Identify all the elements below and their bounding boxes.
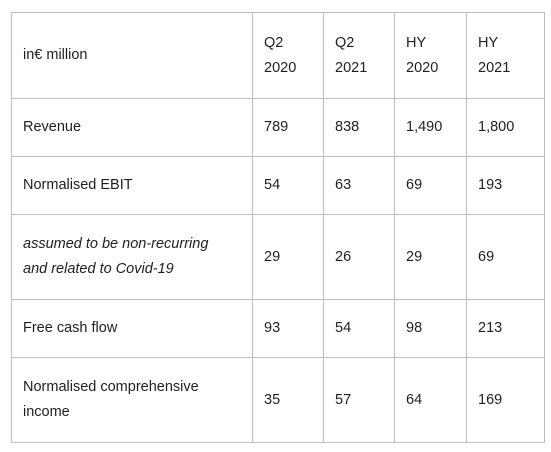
header-row: in€ million Q2 2020 Q2 2021 HY 2020 HY 2… — [11, 12, 545, 99]
table-row-free-cash-flow: Free cash flow 93 54 98 213 — [11, 299, 545, 358]
column-header-period: HY — [478, 34, 499, 51]
value-cell: 1,800 — [466, 98, 545, 157]
value-cell: 838 — [323, 98, 395, 157]
value-cell: 169 — [466, 357, 545, 443]
value-cell: 64 — [394, 357, 467, 443]
value-cell: 29 — [394, 214, 467, 300]
row-label: Free cash flow — [23, 320, 118, 336]
row-label-cell: Free cash flow — [11, 299, 253, 358]
value-cell: 69 — [394, 156, 467, 215]
column-header-period: HY — [406, 34, 427, 51]
row-label-cell: Revenue — [11, 98, 253, 157]
row-label-line-1: assumed to be non-recurring — [23, 236, 209, 252]
value-cell: 789 — [252, 98, 324, 157]
table-row-normalised-ebit: Normalised EBIT 54 63 69 193 — [11, 156, 545, 215]
value-cell: 213 — [466, 299, 545, 358]
row-label: Revenue — [23, 119, 82, 135]
header-label-cell: in€ million — [11, 12, 253, 99]
value-cell: 54 — [252, 156, 324, 215]
column-header-q2-2021: Q2 2021 — [323, 12, 395, 99]
table-row-revenue: Revenue 789 838 1,490 1,800 — [11, 98, 545, 157]
value-cell: 29 — [252, 214, 324, 300]
value-cell: 69 — [466, 214, 545, 300]
value-cell: 35 — [252, 357, 324, 443]
column-header-hy-2020: HY 2020 — [394, 12, 467, 99]
table-row-comprehensive-income: Normalised comprehensive income 35 57 64… — [11, 357, 545, 443]
column-header-hy-2021: HY 2021 — [466, 12, 545, 99]
row-label-cell: Normalised comprehensive income — [11, 357, 253, 443]
row-label-cell: assumed to be non-recurring and related … — [11, 214, 253, 300]
column-header-year: 2021 — [335, 59, 368, 76]
value-cell: 98 — [394, 299, 467, 358]
row-label: Normalised EBIT — [23, 177, 133, 193]
value-cell: 54 — [323, 299, 395, 358]
column-header-period: Q2 — [335, 34, 355, 51]
value-cell: 1,490 — [394, 98, 467, 157]
value-cell: 93 — [252, 299, 324, 358]
financial-table: in€ million Q2 2020 Q2 2021 HY 2020 HY 2… — [11, 12, 545, 443]
value-cell: 26 — [323, 214, 395, 300]
row-label-line-2: income — [23, 404, 70, 420]
column-header-year: 2020 — [264, 59, 297, 76]
column-header-year: 2020 — [406, 59, 439, 76]
value-cell: 193 — [466, 156, 545, 215]
header-label: in€ million — [23, 47, 88, 63]
value-cell: 57 — [323, 357, 395, 443]
column-header-q2-2020: Q2 2020 — [252, 12, 324, 99]
row-label-line-1: Normalised comprehensive — [23, 379, 199, 395]
value-cell: 63 — [323, 156, 395, 215]
column-header-year: 2021 — [478, 59, 511, 76]
table-row-non-recurring: assumed to be non-recurring and related … — [11, 214, 545, 300]
column-header-period: Q2 — [264, 34, 284, 51]
row-label-line-2: and related to Covid-19 — [23, 261, 174, 277]
row-label-cell: Normalised EBIT — [11, 156, 253, 215]
